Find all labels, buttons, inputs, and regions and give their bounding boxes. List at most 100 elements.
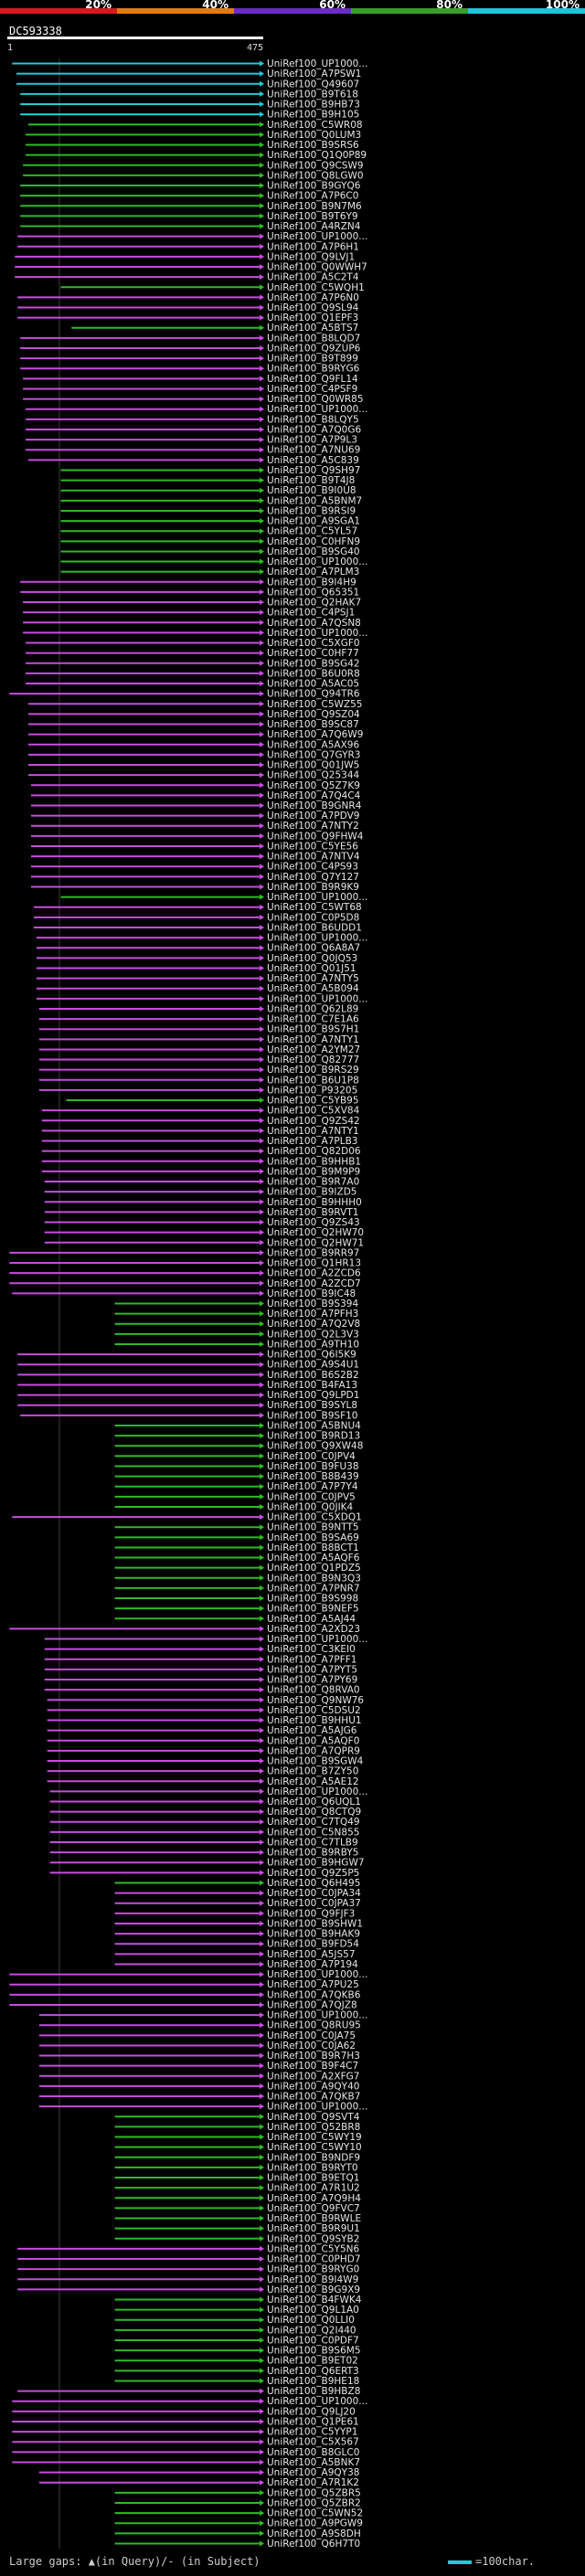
hit-label: UniRef100_B9RS29 [267,1065,359,1076]
hit-label: UniRef100_Q9LVJ1 [267,251,355,262]
hit-label: UniRef100_C5YL57 [267,526,357,537]
hit-label: UniRef100_Q6I5K9 [267,1350,356,1361]
legend-tick-label: 100% [546,0,580,11]
hit-arrow-icon [260,324,264,331]
hit-label: UniRef100_Q9ZS42 [267,1116,360,1127]
hit-label: UniRef100_A7PFH3 [267,1309,358,1320]
hit-arrow-icon [260,1239,264,1246]
hit-arrow-icon [260,396,264,402]
hit-arrow-icon [260,193,264,199]
hit-arrow-icon [260,406,264,412]
hit-label: UniRef100_Q7Y127 [267,872,359,883]
hit-label: UniRef100_C5YYP1 [267,2427,357,2438]
hit-label: UniRef100_A7QKB6 [267,1989,361,2000]
hit-label: UniRef100_UP1000... [267,58,367,69]
hit-label: UniRef100_Q9FHW4 [267,831,364,842]
hit-label: UniRef100_C4PSJ1 [267,608,355,619]
hit-arrow-icon [260,2225,264,2231]
identity-color-legend: 20% 40% 60% 80% 100% [0,0,585,14]
hit-label: UniRef100_Q9LJ20 [267,2406,356,2417]
hit-label: UniRef100_B9RD13 [267,1431,360,1442]
hit-label: UniRef100_C0PHD7 [267,2254,361,2265]
hit-arrow-icon [260,711,264,717]
legend-segment [0,8,117,14]
hit-label: UniRef100_Q1PDZ5 [267,1563,361,1574]
hit-label: UniRef100_B9HE18 [267,2376,359,2387]
hit-arrow-icon [260,2337,264,2343]
hit-label: UniRef100_Q6H7T0 [267,2539,360,2549]
hit-label: UniRef100_UP1000... [267,1634,367,1645]
hit-arrow-icon [260,2164,264,2170]
hit-arrow-icon [260,2327,264,2333]
hit-arrow-icon [260,1443,264,1449]
hit-label: UniRef100_B9I4W9 [267,2274,358,2285]
hit-label: UniRef100_Q62L89 [267,1003,358,1014]
hit-arrow-icon [260,1687,264,1693]
hit-label: UniRef100_A5BTS7 [267,323,358,334]
hit-label: UniRef100_Q8LGW0 [267,170,364,181]
hit-label: UniRef100_Q0LUM3 [267,130,361,141]
hit-arrow-icon [260,1463,264,1469]
hit-arrow-icon [260,2540,264,2547]
hit-arrow-icon [260,2144,264,2150]
hit-label: UniRef100_B8LQY5 [267,414,359,425]
hit-arrow-icon [260,1026,264,1033]
hit-arrow-icon [260,457,264,463]
hit-label: UniRef100_UP1000... [267,231,367,242]
hit-arrow-icon [260,640,264,646]
hit-label: UniRef100_C0JPA34 [267,1888,361,1899]
hit-arrow-icon [260,2175,264,2181]
hit-arrow-icon [260,518,264,525]
hit-arrow-icon [260,1737,264,1744]
hit-label: UniRef100_Q1Q0P89 [267,150,367,161]
hit-arrow-icon [260,1870,264,1876]
hit-arrow-icon [260,1422,264,1428]
hit-arrow-icon [260,334,264,341]
hit-arrow-icon [260,264,264,270]
hit-label: UniRef100_B9HGW7 [267,1858,365,1869]
hit-arrow-icon [260,2276,264,2283]
legend-segment [468,8,585,14]
hit-arrow-icon [260,1991,264,1998]
hit-arrow-icon [260,386,264,392]
hit-label: UniRef100_Q52BR8 [267,2122,360,2133]
hit-label: UniRef100_A7PSW1 [267,69,361,80]
hit-label: UniRef100_B6U0R8 [267,668,360,679]
hit-label: UniRef100_B9HHH0 [267,1197,362,1208]
hit-arrow-icon [260,1514,264,1521]
hit-label: UniRef100_A7PYT5 [267,1664,357,1675]
hit-arrow-icon [260,1433,264,1439]
hit-arrow-icon [260,1473,264,1479]
hit-label: UniRef100_B9IC48 [267,1288,356,1299]
hit-label: UniRef100_A7P194 [267,1959,358,1970]
hit-label: UniRef100_A7QKB7 [267,2092,360,2103]
hit-label: UniRef100_B9S6M5 [267,2346,361,2357]
hit-label: UniRef100_B9N3Q3 [267,1573,361,1584]
hit-label: UniRef100_A7Q2V8 [267,1319,360,1330]
hit-arrow-icon [260,1524,264,1531]
hit-label: UniRef100_B9T6Y9 [267,211,358,222]
hit-arrow-icon [260,792,264,799]
footer-legend: Large gaps: ▲(in Query)/- (in Subject) =… [0,2555,585,2573]
hit-arrow-icon [260,1829,264,1835]
hit-arrow-icon [260,1310,264,1317]
hit-label: UniRef100_C7E1A6 [267,1014,359,1025]
hit-label: UniRef100_B9T618 [267,89,358,100]
hit-label: UniRef100_B9R9K9 [267,882,359,893]
hit-arrow-icon [260,2052,264,2059]
hit-arrow-icon [260,2104,264,2110]
hit-label: UniRef100_UP1000... [267,2102,367,2113]
hit-arrow-icon [260,914,264,920]
hit-arrow-icon [260,884,264,890]
hit-label: UniRef100_Q01J51 [267,963,356,974]
hit-label: UniRef100_B9RYG6 [267,364,360,375]
hit-arrow-icon [260,1768,264,1775]
hit-arrow-icon [260,731,264,737]
hit-label: UniRef100_UP1000... [267,892,367,903]
hit-arrow-icon [260,447,264,453]
hit-arrow-icon [260,568,264,575]
hit-label: UniRef100_A7PY69 [267,1675,357,1686]
hit-label: UniRef100_Q9ZUP6 [267,343,361,354]
hit-arrow-icon [260,2032,264,2039]
hit-arrow-icon [260,1300,264,1307]
